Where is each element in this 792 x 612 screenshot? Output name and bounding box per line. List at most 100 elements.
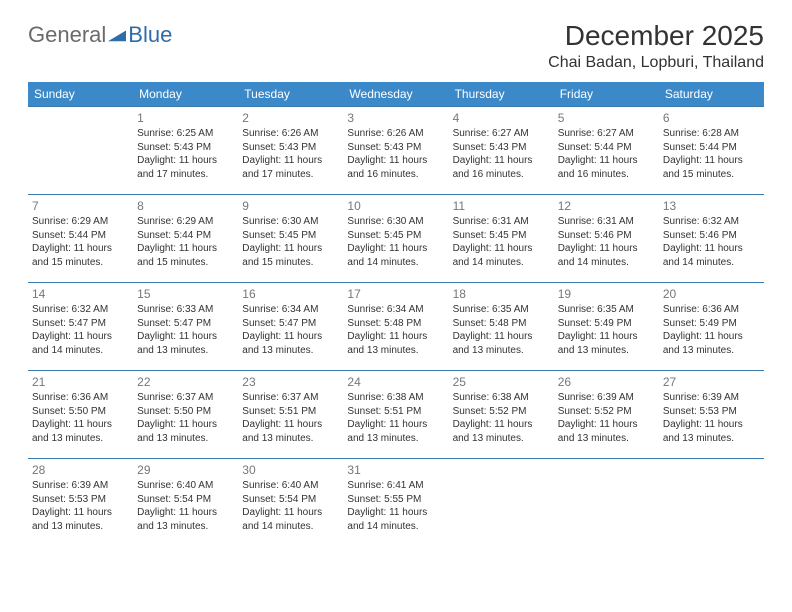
- sunrise-line: Sunrise: 6:32 AM: [32, 303, 129, 317]
- daylight-line: Daylight: 11 hours and 13 minutes.: [32, 506, 129, 533]
- calendar-day-cell: 31Sunrise: 6:41 AMSunset: 5:55 PMDayligh…: [343, 459, 448, 547]
- calendar-day-cell: 17Sunrise: 6:34 AMSunset: 5:48 PMDayligh…: [343, 283, 448, 371]
- calendar-day-cell: 14Sunrise: 6:32 AMSunset: 5:47 PMDayligh…: [28, 283, 133, 371]
- daylight-line: Daylight: 11 hours and 16 minutes.: [453, 154, 550, 181]
- calendar-day-cell: 19Sunrise: 6:35 AMSunset: 5:49 PMDayligh…: [554, 283, 659, 371]
- daylight-line: Daylight: 11 hours and 14 minutes.: [347, 506, 444, 533]
- daylight-line: Daylight: 11 hours and 13 minutes.: [137, 330, 234, 357]
- day-number: 14: [32, 286, 129, 302]
- sunrise-line: Sunrise: 6:32 AM: [663, 215, 760, 229]
- calendar-week-row: 14Sunrise: 6:32 AMSunset: 5:47 PMDayligh…: [28, 283, 764, 371]
- day-number: 15: [137, 286, 234, 302]
- sunrise-line: Sunrise: 6:26 AM: [242, 127, 339, 141]
- sunset-line: Sunset: 5:44 PM: [32, 229, 129, 243]
- sunset-line: Sunset: 5:54 PM: [242, 493, 339, 507]
- daylight-line: Daylight: 11 hours and 16 minutes.: [558, 154, 655, 181]
- day-number: 22: [137, 374, 234, 390]
- calendar-day-cell: 24Sunrise: 6:38 AMSunset: 5:51 PMDayligh…: [343, 371, 448, 459]
- calendar-day-cell: 4Sunrise: 6:27 AMSunset: 5:43 PMDaylight…: [449, 107, 554, 195]
- day-number: 10: [347, 198, 444, 214]
- daylight-line: Daylight: 11 hours and 14 minutes.: [558, 242, 655, 269]
- daylight-line: Daylight: 11 hours and 17 minutes.: [137, 154, 234, 181]
- day-number: 5: [558, 110, 655, 126]
- calendar-day-cell: 9Sunrise: 6:30 AMSunset: 5:45 PMDaylight…: [238, 195, 343, 283]
- daylight-line: Daylight: 11 hours and 13 minutes.: [663, 418, 760, 445]
- calendar-week-row: 21Sunrise: 6:36 AMSunset: 5:50 PMDayligh…: [28, 371, 764, 459]
- sunrise-line: Sunrise: 6:33 AM: [137, 303, 234, 317]
- calendar-body: 1Sunrise: 6:25 AMSunset: 5:43 PMDaylight…: [28, 107, 764, 547]
- day-header: Monday: [133, 82, 238, 107]
- sunrise-line: Sunrise: 6:41 AM: [347, 479, 444, 493]
- calendar-day-cell: 25Sunrise: 6:38 AMSunset: 5:52 PMDayligh…: [449, 371, 554, 459]
- day-header-row: SundayMondayTuesdayWednesdayThursdayFrid…: [28, 82, 764, 107]
- sunset-line: Sunset: 5:52 PM: [453, 405, 550, 419]
- day-number: 21: [32, 374, 129, 390]
- day-number: 6: [663, 110, 760, 126]
- day-number: 2: [242, 110, 339, 126]
- daylight-line: Daylight: 11 hours and 15 minutes.: [137, 242, 234, 269]
- sunset-line: Sunset: 5:48 PM: [453, 317, 550, 331]
- calendar-day-cell: 13Sunrise: 6:32 AMSunset: 5:46 PMDayligh…: [659, 195, 764, 283]
- sunset-line: Sunset: 5:43 PM: [242, 141, 339, 155]
- day-number: 27: [663, 374, 760, 390]
- day-number: 24: [347, 374, 444, 390]
- calendar-day-cell: 3Sunrise: 6:26 AMSunset: 5:43 PMDaylight…: [343, 107, 448, 195]
- brand-part1: General: [28, 22, 106, 48]
- day-number: 17: [347, 286, 444, 302]
- header: General Blue December 2025 Chai Badan, L…: [28, 20, 764, 72]
- day-header: Sunday: [28, 82, 133, 107]
- day-number: 30: [242, 462, 339, 478]
- sunset-line: Sunset: 5:47 PM: [242, 317, 339, 331]
- calendar-day-cell: 5Sunrise: 6:27 AMSunset: 5:44 PMDaylight…: [554, 107, 659, 195]
- sunset-line: Sunset: 5:47 PM: [137, 317, 234, 331]
- location-text: Chai Badan, Lopburi, Thailand: [548, 54, 764, 72]
- sunset-line: Sunset: 5:53 PM: [663, 405, 760, 419]
- day-number: 26: [558, 374, 655, 390]
- calendar-day-cell: 16Sunrise: 6:34 AMSunset: 5:47 PMDayligh…: [238, 283, 343, 371]
- sunrise-line: Sunrise: 6:29 AM: [137, 215, 234, 229]
- sunset-line: Sunset: 5:46 PM: [558, 229, 655, 243]
- daylight-line: Daylight: 11 hours and 13 minutes.: [663, 330, 760, 357]
- day-number: 25: [453, 374, 550, 390]
- calendar-day-cell: 11Sunrise: 6:31 AMSunset: 5:45 PMDayligh…: [449, 195, 554, 283]
- calendar-day-cell: 30Sunrise: 6:40 AMSunset: 5:54 PMDayligh…: [238, 459, 343, 547]
- calendar-day-cell: 22Sunrise: 6:37 AMSunset: 5:50 PMDayligh…: [133, 371, 238, 459]
- day-number: 7: [32, 198, 129, 214]
- calendar-day-cell: 8Sunrise: 6:29 AMSunset: 5:44 PMDaylight…: [133, 195, 238, 283]
- calendar-day-cell: 1Sunrise: 6:25 AMSunset: 5:43 PMDaylight…: [133, 107, 238, 195]
- sunset-line: Sunset: 5:43 PM: [137, 141, 234, 155]
- sunset-line: Sunset: 5:51 PM: [242, 405, 339, 419]
- sunset-line: Sunset: 5:44 PM: [558, 141, 655, 155]
- sunrise-line: Sunrise: 6:27 AM: [558, 127, 655, 141]
- sunrise-line: Sunrise: 6:34 AM: [347, 303, 444, 317]
- calendar-day-cell: 23Sunrise: 6:37 AMSunset: 5:51 PMDayligh…: [238, 371, 343, 459]
- day-number: 18: [453, 286, 550, 302]
- sunrise-line: Sunrise: 6:37 AM: [242, 391, 339, 405]
- day-number: 13: [663, 198, 760, 214]
- daylight-line: Daylight: 11 hours and 14 minutes.: [347, 242, 444, 269]
- daylight-line: Daylight: 11 hours and 17 minutes.: [242, 154, 339, 181]
- sunset-line: Sunset: 5:49 PM: [663, 317, 760, 331]
- sunrise-line: Sunrise: 6:36 AM: [32, 391, 129, 405]
- sunset-line: Sunset: 5:47 PM: [32, 317, 129, 331]
- daylight-line: Daylight: 11 hours and 14 minutes.: [32, 330, 129, 357]
- sunrise-line: Sunrise: 6:35 AM: [558, 303, 655, 317]
- calendar-week-row: 1Sunrise: 6:25 AMSunset: 5:43 PMDaylight…: [28, 107, 764, 195]
- sunset-line: Sunset: 5:49 PM: [558, 317, 655, 331]
- daylight-line: Daylight: 11 hours and 14 minutes.: [663, 242, 760, 269]
- day-header: Friday: [554, 82, 659, 107]
- calendar-week-row: 7Sunrise: 6:29 AMSunset: 5:44 PMDaylight…: [28, 195, 764, 283]
- sunrise-line: Sunrise: 6:25 AM: [137, 127, 234, 141]
- calendar-day-cell: 26Sunrise: 6:39 AMSunset: 5:52 PMDayligh…: [554, 371, 659, 459]
- daylight-line: Daylight: 11 hours and 16 minutes.: [347, 154, 444, 181]
- calendar-day-cell: 6Sunrise: 6:28 AMSunset: 5:44 PMDaylight…: [659, 107, 764, 195]
- sunrise-line: Sunrise: 6:37 AM: [137, 391, 234, 405]
- daylight-line: Daylight: 11 hours and 15 minutes.: [32, 242, 129, 269]
- day-number: 28: [32, 462, 129, 478]
- daylight-line: Daylight: 11 hours and 13 minutes.: [347, 418, 444, 445]
- daylight-line: Daylight: 11 hours and 13 minutes.: [137, 506, 234, 533]
- day-number: 11: [453, 198, 550, 214]
- sunrise-line: Sunrise: 6:31 AM: [453, 215, 550, 229]
- title-block: December 2025 Chai Badan, Lopburi, Thail…: [548, 20, 764, 72]
- day-number: 29: [137, 462, 234, 478]
